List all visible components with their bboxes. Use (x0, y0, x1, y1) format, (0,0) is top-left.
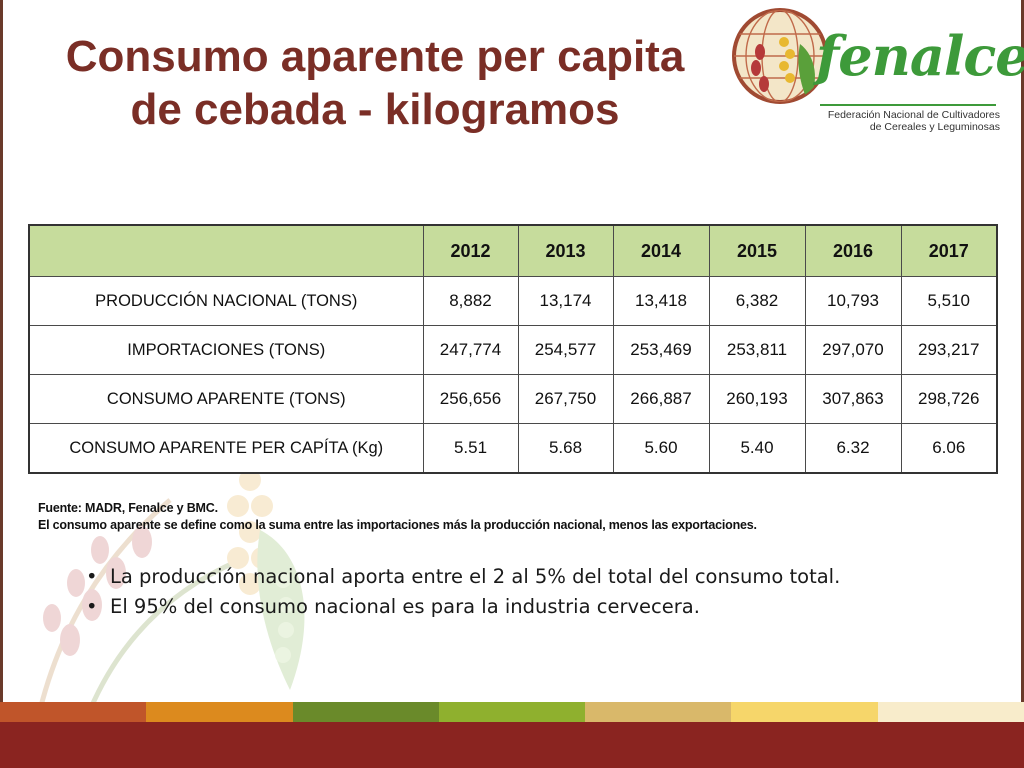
row-label: CONSUMO APARENTE PER CAPÍTA (Kg) (28, 423, 424, 474)
definition-note: El consumo aparente se define como la su… (38, 518, 757, 532)
consumption-table: 2012 2013 2014 2015 2016 2017 PRODUCCIÓN… (28, 224, 998, 474)
table-cell: 253,469 (612, 325, 710, 375)
title-line-2: de cebada - kilogramos (130, 85, 620, 134)
color-band (0, 702, 1024, 722)
year-header: 2015 (708, 224, 806, 277)
globe-grain-icon (732, 8, 828, 104)
table-cell: 260,193 (708, 374, 806, 424)
color-band-segment (877, 702, 1024, 722)
fenalce-logo: fenalce Federación Nacional de Cultivado… (728, 4, 1024, 142)
table-cell: 5.68 (517, 423, 614, 474)
year-header: 2016 (804, 224, 902, 277)
color-band-segment (585, 702, 732, 722)
table-cell: 5.51 (422, 423, 519, 474)
list-item: El 95% del consumo nacional es para la i… (86, 592, 840, 622)
table-cell: 13,174 (517, 276, 614, 326)
table-cell: 5,510 (900, 276, 998, 326)
table-row: CONSUMO APARENTE PER CAPÍTA (Kg) 5.51 5.… (28, 423, 998, 474)
slide-title: Consumo aparente per capita de cebada - … (40, 30, 710, 136)
row-label: PRODUCCIÓN NACIONAL (TONS) (28, 276, 424, 326)
logo-subtitle-line-2: de Cereales y Leguminosas (869, 121, 1000, 133)
table-cell: 256,656 (422, 374, 519, 424)
color-band-segment (438, 702, 586, 722)
color-band-segment (731, 702, 878, 722)
title-line-1: Consumo aparente per capita (65, 32, 685, 81)
table-cell: 307,863 (804, 374, 902, 424)
logo-divider (820, 104, 996, 106)
year-header: 2017 (900, 224, 998, 277)
table-cell: 253,811 (708, 325, 806, 375)
table-cell: 8,882 (422, 276, 519, 326)
table-cell: 247,774 (422, 325, 519, 375)
table-cell: 6.06 (900, 423, 998, 474)
table-cell: 266,887 (612, 374, 710, 424)
table-cell: 5.60 (612, 423, 710, 474)
logo-wordmark: fenalce (816, 24, 1024, 88)
table-notes: Fuente: MADR, Fenalce y BMC. El consumo … (38, 500, 998, 534)
left-border (0, 0, 3, 768)
table-corner-cell (28, 224, 424, 277)
table-row: CONSUMO APARENTE (TONS) 256,656 267,750 … (28, 374, 998, 424)
list-item: La producción nacional aporta entre el 2… (86, 562, 840, 592)
key-points-list: La producción nacional aporta entre el 2… (86, 562, 840, 622)
table-cell: 293,217 (900, 325, 998, 375)
source-note: Fuente: MADR, Fenalce y BMC. (38, 501, 218, 515)
color-band-segment (0, 702, 147, 722)
table-cell: 297,070 (804, 325, 902, 375)
logo-subtitle-line-1: Federación Nacional de Cultivadores (827, 109, 1000, 121)
table-row: PRODUCCIÓN NACIONAL (TONS) 8,882 13,174 … (28, 276, 998, 326)
color-band-segment (146, 702, 293, 722)
table-header-row: 2012 2013 2014 2015 2016 2017 (28, 224, 998, 277)
table-cell: 6.32 (804, 423, 902, 474)
right-border (1021, 0, 1024, 768)
row-label: IMPORTACIONES (TONS) (28, 325, 424, 375)
bottom-bar (0, 722, 1024, 768)
table-cell: 5.40 (708, 423, 806, 474)
table-cell: 267,750 (517, 374, 614, 424)
year-header: 2012 (422, 224, 519, 277)
table-cell: 254,577 (517, 325, 614, 375)
table-cell: 10,793 (804, 276, 902, 326)
year-header: 2013 (517, 224, 614, 277)
year-header: 2014 (612, 224, 710, 277)
table-cell: 6,382 (708, 276, 806, 326)
logo-subtitle: Federación Nacional de Cultivadores de C… (820, 109, 1000, 133)
table-cell: 13,418 (612, 276, 710, 326)
row-label: CONSUMO APARENTE (TONS) (28, 374, 424, 424)
table-cell: 298,726 (900, 374, 998, 424)
color-band-segment (292, 702, 439, 722)
table-row: IMPORTACIONES (TONS) 247,774 254,577 253… (28, 325, 998, 375)
